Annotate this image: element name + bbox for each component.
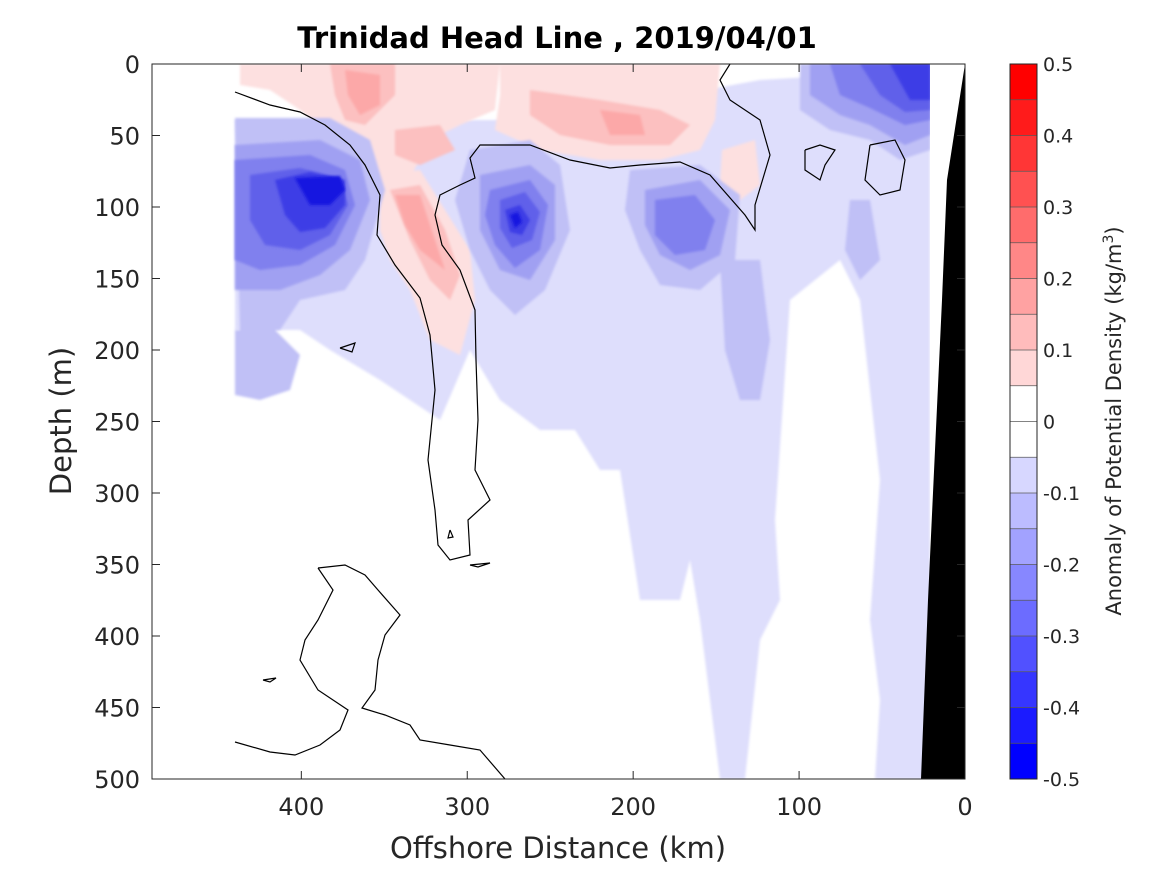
colorbar-ticks: 0.5 0.4 0.3 0.2 0.1 0 -0.1 -0.2 -0.3 -0.4 -0.5 xyxy=(1043,54,1080,791)
positive-level-3 xyxy=(345,70,645,270)
colorbar-tick-label: 0.2 xyxy=(1043,269,1073,291)
colorbar-band xyxy=(1010,421,1037,458)
colorbar-band xyxy=(1010,314,1037,350)
x-tick-label: 200 xyxy=(610,793,656,821)
colorbar-label-end: ) xyxy=(1102,226,1126,234)
colorbar-tick-label: -0.2 xyxy=(1043,555,1080,577)
colorbar-band xyxy=(1010,64,1037,100)
zero-contour-small-b xyxy=(864,139,906,196)
chart-title: Trinidad Head Line , 2019/04/01 xyxy=(297,21,817,55)
colorbar-band xyxy=(1010,671,1037,708)
y-tick-label: 350 xyxy=(94,552,140,580)
zero-contour-dot-1 xyxy=(339,342,356,353)
zero-contour-dot-3 xyxy=(469,562,491,568)
y-axis-ticks: 0 50 100 150 200 250 300 350 400 450 500 xyxy=(94,51,965,794)
bathymetry-land xyxy=(921,64,965,779)
y-tick-label: 400 xyxy=(94,623,140,651)
colorbar-band xyxy=(1010,278,1037,315)
zero-contour-lower xyxy=(317,564,506,779)
y-tick-label: 100 xyxy=(94,194,140,222)
x-tick-label: 300 xyxy=(444,793,490,821)
x-tick-label: 400 xyxy=(278,793,324,821)
colorbar-tick-label: 0 xyxy=(1043,412,1055,434)
colorbar-label: Anomaly of Potential Density (kg/m3) xyxy=(1101,226,1126,615)
colorbar-band xyxy=(1010,636,1037,672)
zero-contour-dot-2 xyxy=(447,529,454,539)
colorbar-label-main: Anomaly of Potential Density (kg/m xyxy=(1102,244,1126,616)
negative-level-6 xyxy=(295,176,522,228)
colorbar-frame xyxy=(1009,63,1038,780)
zero-contour-dot-4 xyxy=(262,677,277,683)
colorbar-band xyxy=(1010,99,1037,136)
x-axis-ticks: 400 300 200 100 0 xyxy=(278,64,973,821)
colorbar-band xyxy=(1010,135,1037,172)
colorbar-tick-label: 0.1 xyxy=(1043,340,1073,362)
y-tick-label: 450 xyxy=(94,695,140,723)
y-tick-label: 300 xyxy=(94,480,140,508)
y-tick-label: 0 xyxy=(125,51,140,79)
colorbar xyxy=(1010,63,1037,780)
y-tick-label: 150 xyxy=(94,266,140,294)
colorbar-band xyxy=(1010,528,1037,565)
colorbar-band xyxy=(1010,350,1037,386)
colorbar-band xyxy=(1010,457,1037,493)
colorbar-band xyxy=(1010,600,1037,636)
x-tick-label: 100 xyxy=(776,793,822,821)
colorbar-tick-label: 0.3 xyxy=(1043,197,1073,219)
colorbar-band xyxy=(1010,564,1037,601)
zero-contour-lines xyxy=(234,64,906,779)
colorbar-tick-label: -0.4 xyxy=(1043,698,1080,720)
colorbar-band xyxy=(1010,707,1037,744)
y-tick-label: 50 xyxy=(109,123,140,151)
colorbar-band xyxy=(1010,242,1037,279)
colorbar-band xyxy=(1010,743,1037,779)
y-tick-label: 500 xyxy=(94,766,140,794)
zero-contour-small-a xyxy=(804,144,836,181)
contour-field xyxy=(234,64,965,779)
x-tick-label: 0 xyxy=(957,793,972,821)
zero-contour-upper xyxy=(234,64,771,561)
colorbar-tick-label: -0.1 xyxy=(1043,483,1080,505)
y-tick-label: 250 xyxy=(94,409,140,437)
colorbar-tick-label: -0.3 xyxy=(1043,626,1080,648)
colorbar-band xyxy=(1010,385,1037,422)
zero-contour-lower-left xyxy=(234,567,349,756)
y-tick-label: 200 xyxy=(94,337,140,365)
colorbar-label-superscript: 3 xyxy=(1101,235,1117,244)
colorbar-band xyxy=(1010,207,1037,243)
colorbar-tick-label: 0.5 xyxy=(1043,54,1073,76)
colorbar-tick-label: 0.4 xyxy=(1043,126,1073,148)
y-axis-label: Depth (m) xyxy=(44,347,78,495)
colorbar-band xyxy=(1010,493,1037,529)
x-axis-label: Offshore Distance (km) xyxy=(390,831,726,865)
colorbar-tick-label: -0.5 xyxy=(1043,769,1080,791)
colorbar-band xyxy=(1010,171,1037,207)
